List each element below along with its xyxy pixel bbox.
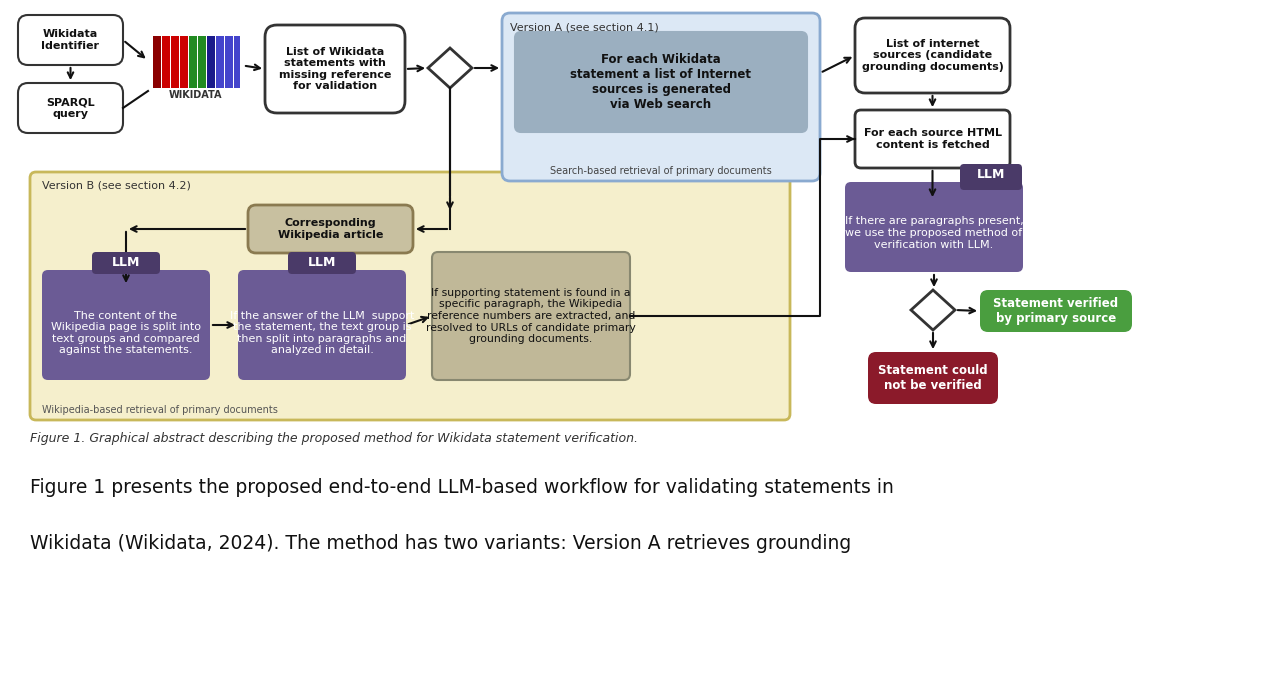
Text: The content of the
Wikipedia page is split into
text groups and compared
against: The content of the Wikipedia page is spl… <box>51 310 202 356</box>
FancyBboxPatch shape <box>265 25 404 113</box>
FancyBboxPatch shape <box>248 205 413 253</box>
Bar <box>207 36 214 88</box>
FancyBboxPatch shape <box>868 352 998 404</box>
FancyBboxPatch shape <box>845 182 1023 272</box>
FancyBboxPatch shape <box>855 18 1011 93</box>
Text: Figure 1 presents the proposed end-to-end LLM-based workflow for validating stat: Figure 1 presents the proposed end-to-en… <box>30 478 894 497</box>
FancyBboxPatch shape <box>42 270 211 380</box>
Text: If the answer of the LLM  support
the statement, the text group is
then split in: If the answer of the LLM support the sta… <box>230 310 415 356</box>
Text: For each Wikidata
statement a list of Internet
sources is generated
via Web sear: For each Wikidata statement a list of In… <box>570 53 751 111</box>
Text: Version A (see section 4.1): Version A (see section 4.1) <box>510 22 659 32</box>
Text: List of Wikidata
statements with
missing reference
for validation: List of Wikidata statements with missing… <box>279 47 392 92</box>
Bar <box>225 36 232 88</box>
Polygon shape <box>428 48 473 88</box>
Bar <box>171 36 178 88</box>
FancyBboxPatch shape <box>502 13 820 181</box>
Bar <box>216 36 223 88</box>
FancyBboxPatch shape <box>18 83 123 133</box>
Bar <box>234 36 240 88</box>
FancyBboxPatch shape <box>980 290 1132 332</box>
Bar <box>198 36 205 88</box>
FancyBboxPatch shape <box>855 110 1011 168</box>
Text: Statement verified
by primary source: Statement verified by primary source <box>994 297 1118 325</box>
Text: Wikipedia-based retrieval of primary documents: Wikipedia-based retrieval of primary doc… <box>42 405 277 415</box>
Bar <box>162 36 169 88</box>
Text: Wikidata (Wikidata, 2024). The method has two variants: Version A retrieves grou: Wikidata (Wikidata, 2024). The method ha… <box>30 534 851 553</box>
Text: LLM: LLM <box>308 257 336 270</box>
Text: LLM: LLM <box>977 169 1005 182</box>
FancyBboxPatch shape <box>30 172 790 420</box>
Text: Version B (see section 4.2): Version B (see section 4.2) <box>42 181 191 191</box>
Bar <box>189 36 196 88</box>
Text: WIKIDATA: WIKIDATA <box>168 90 222 100</box>
Polygon shape <box>912 290 955 330</box>
Text: Statement could
not be verified: Statement could not be verified <box>878 364 987 392</box>
Text: Search-based retrieval of primary documents: Search-based retrieval of primary docume… <box>550 166 772 176</box>
FancyBboxPatch shape <box>92 252 160 274</box>
FancyBboxPatch shape <box>515 32 808 132</box>
Text: List of internet
sources (candidate
grounding documents): List of internet sources (candidate grou… <box>862 39 1003 72</box>
Text: Figure 1. Graphical abstract describing the proposed method for Wikidata stateme: Figure 1. Graphical abstract describing … <box>30 432 638 445</box>
FancyBboxPatch shape <box>288 252 356 274</box>
Text: Wikidata
Identifier: Wikidata Identifier <box>41 29 99 51</box>
Text: SPARQL
query: SPARQL query <box>46 97 95 119</box>
FancyBboxPatch shape <box>431 252 630 380</box>
Text: For each source HTML
content is fetched: For each source HTML content is fetched <box>864 128 1002 150</box>
Text: If there are paragraphs present,
we use the proposed method of
verification with: If there are paragraphs present, we use … <box>845 217 1023 250</box>
Bar <box>153 36 160 88</box>
Bar <box>180 36 187 88</box>
Text: Corresponding
Wikipedia article: Corresponding Wikipedia article <box>277 218 383 240</box>
FancyBboxPatch shape <box>238 270 406 380</box>
Text: If supporting statement is found in a
specific paragraph, the Wikipedia
referenc: If supporting statement is found in a sp… <box>426 288 636 344</box>
FancyBboxPatch shape <box>960 164 1022 190</box>
FancyBboxPatch shape <box>18 15 123 65</box>
Text: LLM: LLM <box>112 257 140 270</box>
